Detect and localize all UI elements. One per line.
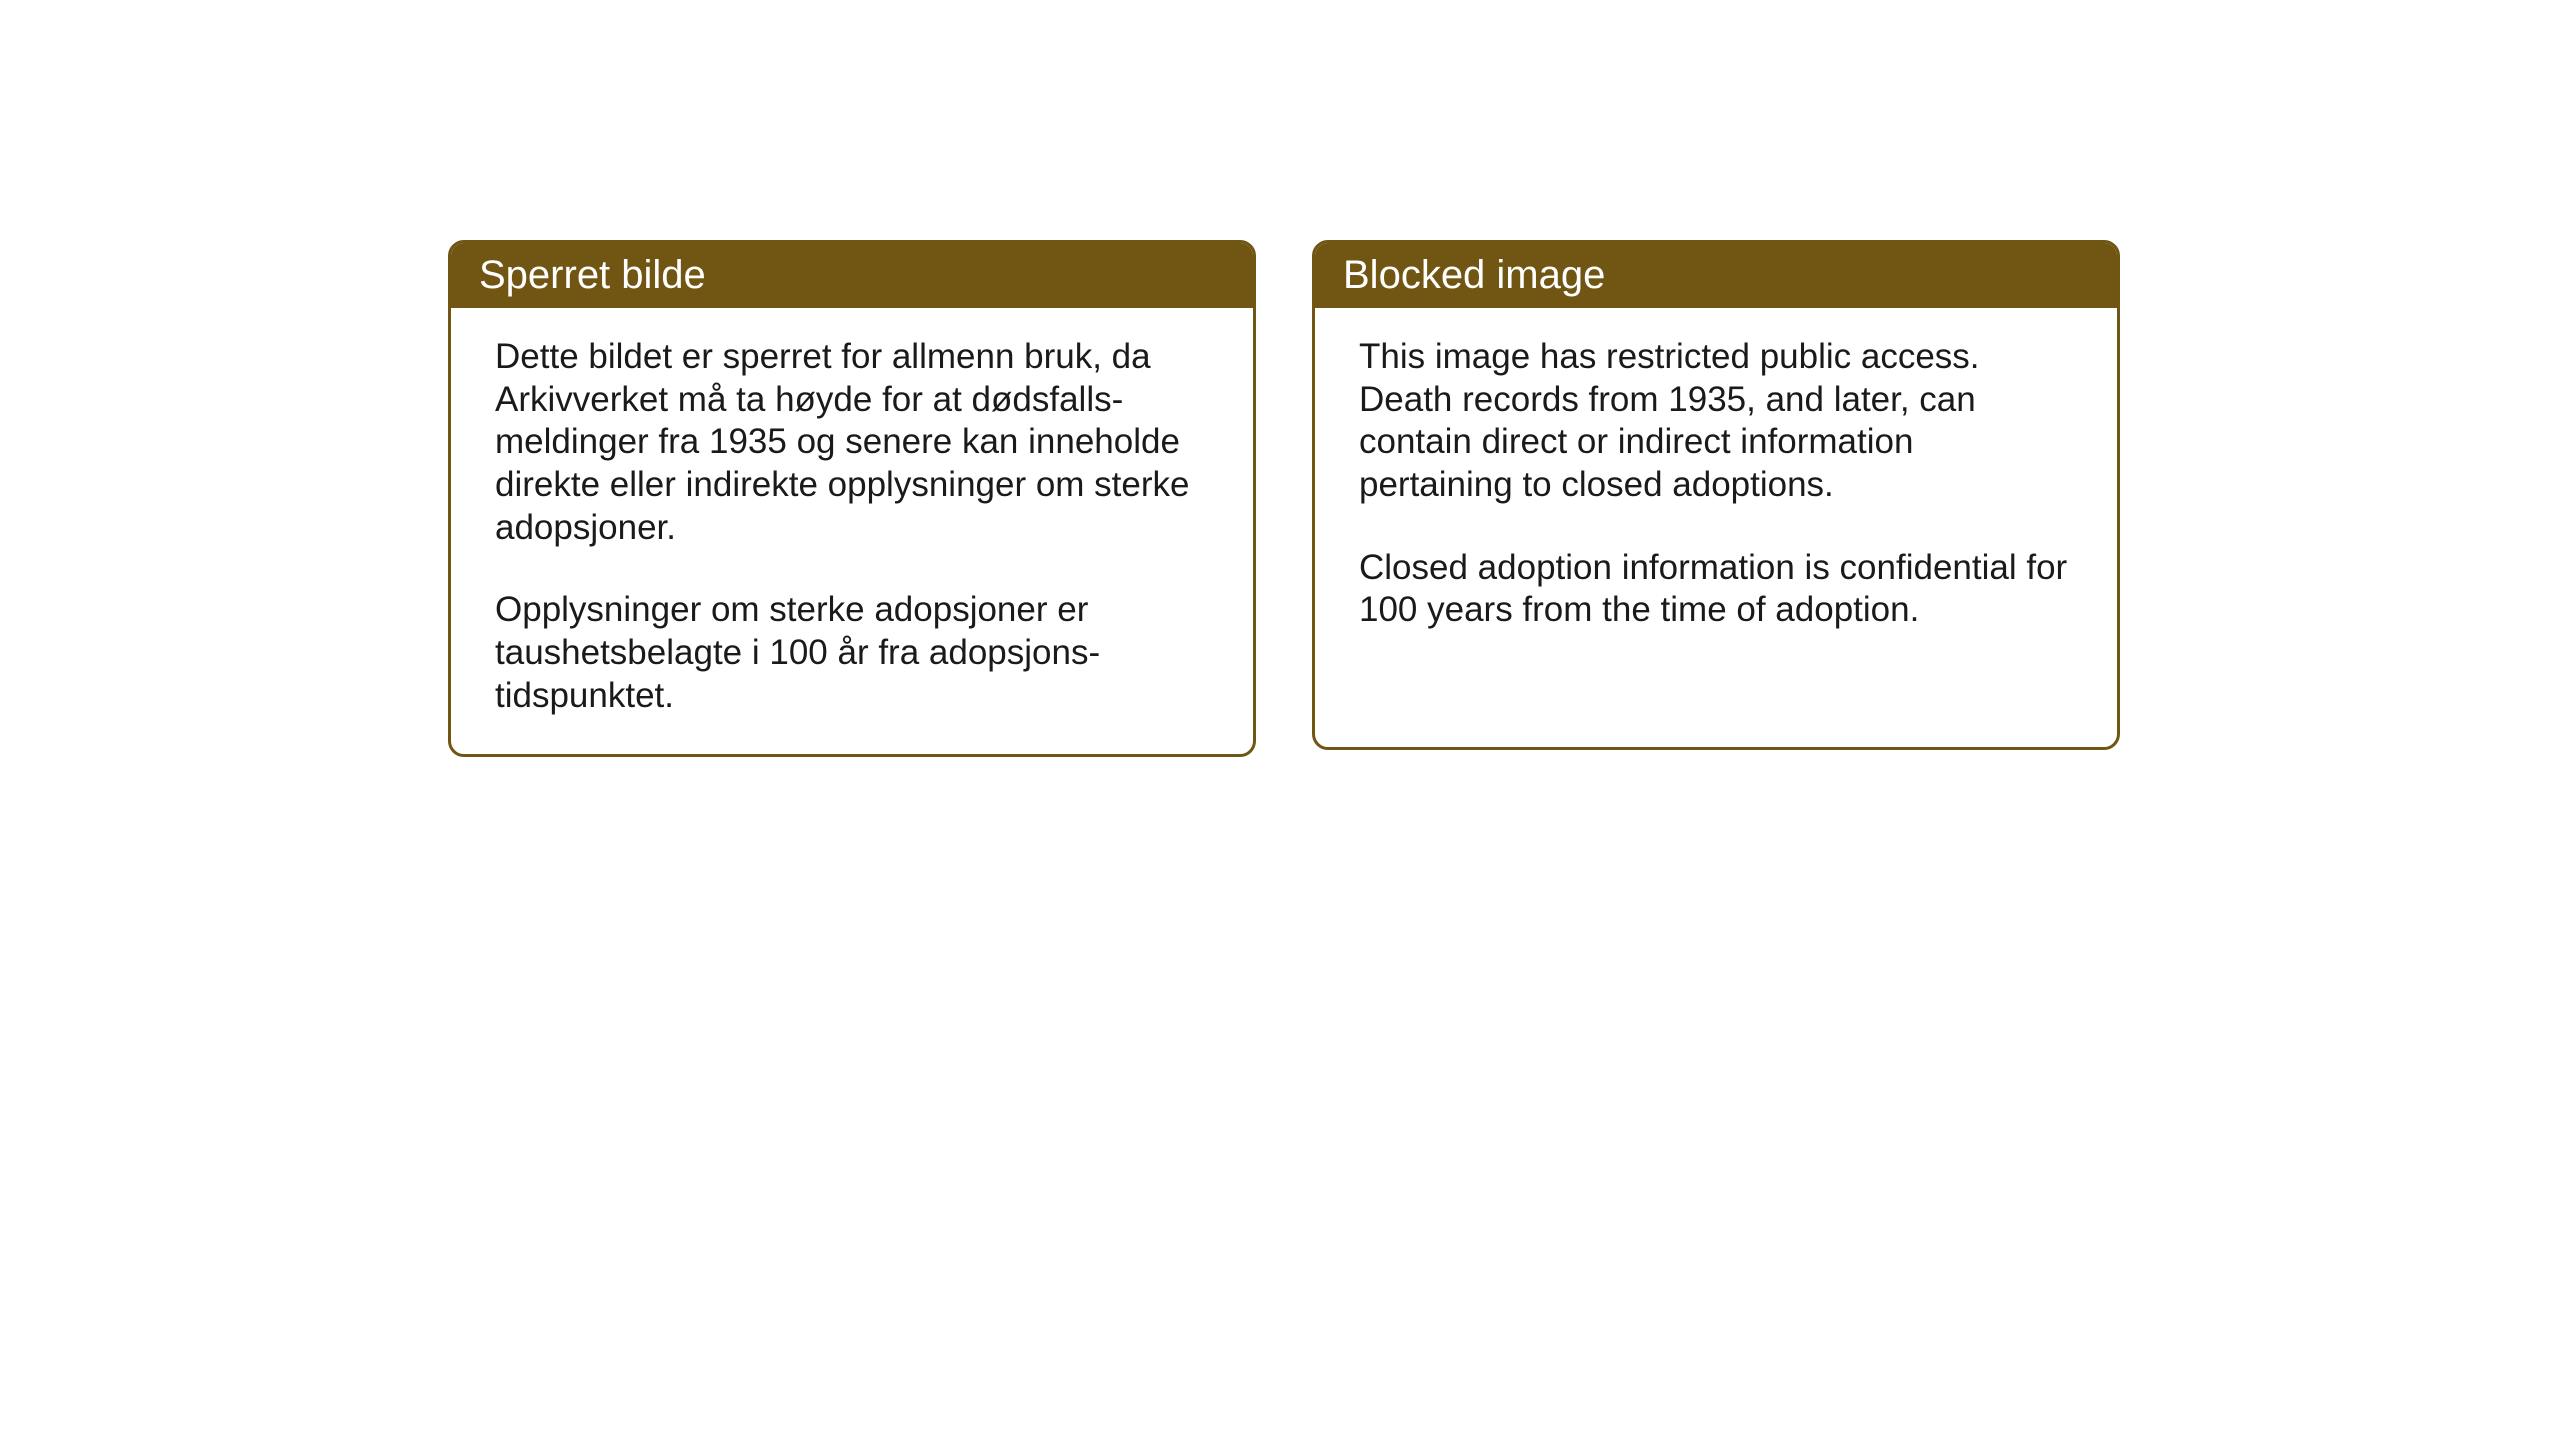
notice-card-english: Blocked image This image has restricted … [1312,240,2120,750]
card-body-english: This image has restricted public access.… [1315,308,2117,668]
card-paragraph-2-english: Closed adoption information is confident… [1359,547,2073,632]
card-paragraph-1-norwegian: Dette bildet er sperret for allmenn bruk… [495,336,1209,549]
card-paragraph-2-norwegian: Opplysninger om sterke adopsjoner er tau… [495,589,1209,717]
card-body-norwegian: Dette bildet er sperret for allmenn bruk… [451,308,1253,754]
card-title-english: Blocked image [1343,253,1605,297]
card-paragraph-1-english: This image has restricted public access.… [1359,336,2073,507]
card-header-norwegian: Sperret bilde [451,243,1253,308]
card-header-english: Blocked image [1315,243,2117,308]
notice-container: Sperret bilde Dette bildet er sperret fo… [448,240,2120,757]
notice-card-norwegian: Sperret bilde Dette bildet er sperret fo… [448,240,1256,757]
card-title-norwegian: Sperret bilde [479,253,706,297]
